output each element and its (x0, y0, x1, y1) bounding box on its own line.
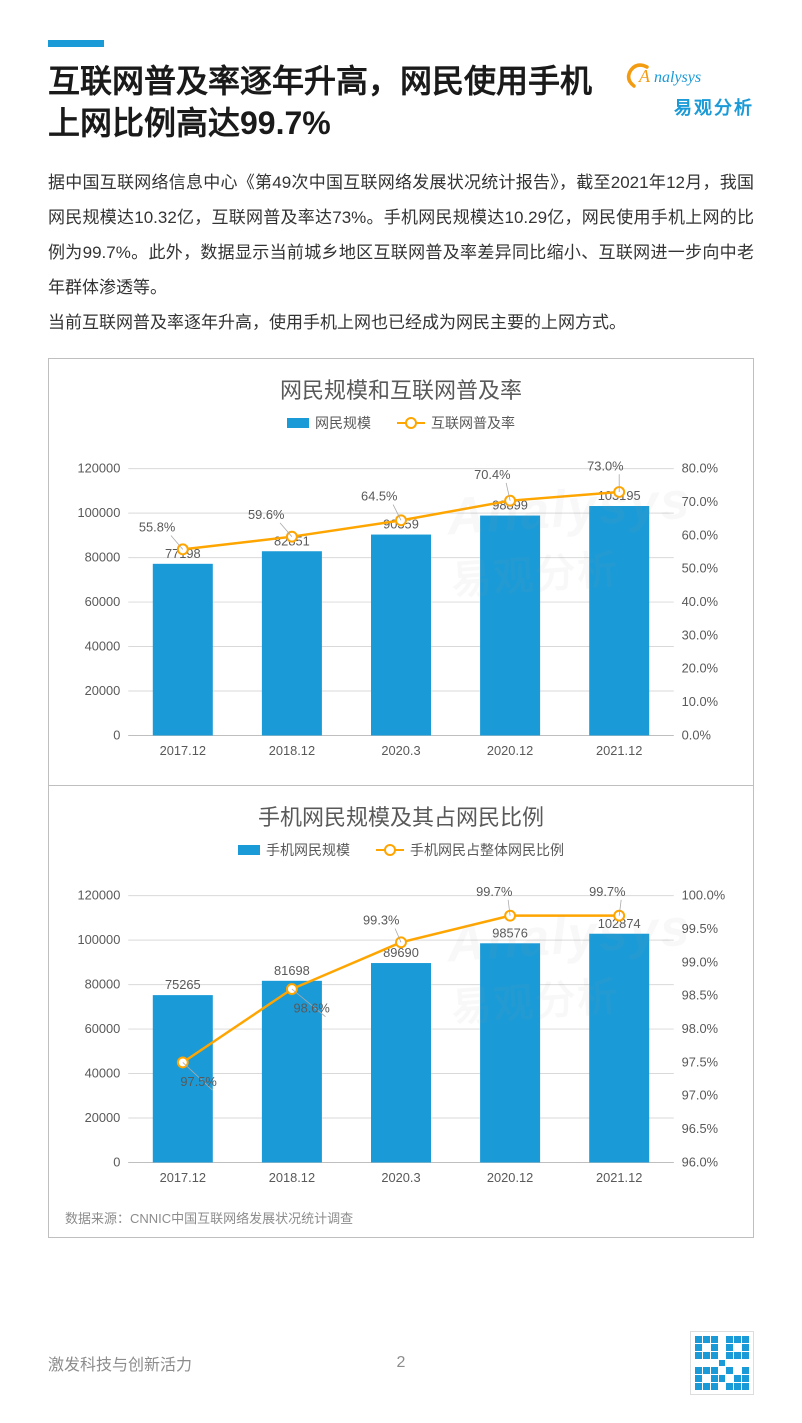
svg-text:98.0%: 98.0% (682, 1021, 718, 1036)
svg-text:120000: 120000 (78, 461, 121, 476)
svg-text:0.0%: 0.0% (682, 728, 711, 743)
bar-swatch-icon (287, 418, 309, 428)
analysys-logo-icon: A nalysys (624, 61, 754, 91)
svg-text:99.5%: 99.5% (682, 921, 718, 936)
svg-text:98.5%: 98.5% (682, 988, 718, 1003)
body-text: 据中国互联网络信息中心《第49次中国互联网络发展状况统计报告》，截至2021年1… (48, 166, 754, 340)
chart-1-legend-bar-label: 网民规模 (315, 413, 371, 433)
svg-text:40.0%: 40.0% (682, 594, 718, 609)
svg-text:98576: 98576 (492, 926, 528, 941)
svg-text:2020.3: 2020.3 (381, 1171, 420, 1186)
svg-text:60000: 60000 (85, 1021, 121, 1036)
svg-text:30.0%: 30.0% (682, 628, 718, 643)
line-swatch-icon (376, 844, 404, 856)
chart-1-legend: 网民规模 互联网普及率 (65, 413, 737, 433)
footer-page-number: 2 (283, 1354, 518, 1372)
svg-text:20000: 20000 (85, 1110, 121, 1125)
svg-text:99.7%: 99.7% (476, 884, 512, 899)
svg-text:70.4%: 70.4% (474, 467, 510, 482)
svg-text:nalysys: nalysys (654, 69, 701, 86)
svg-text:50.0%: 50.0% (682, 561, 718, 576)
svg-text:99.0%: 99.0% (682, 955, 718, 970)
svg-text:2018.12: 2018.12 (269, 1171, 315, 1186)
svg-text:2020.12: 2020.12 (487, 1171, 533, 1186)
svg-text:2020.12: 2020.12 (487, 744, 533, 759)
svg-text:10.0%: 10.0% (682, 694, 718, 709)
svg-text:2017.12: 2017.12 (160, 1171, 206, 1186)
svg-text:64.5%: 64.5% (361, 489, 397, 504)
chart-2-legend: 手机网民规模 手机网民占整体网民比例 (65, 840, 737, 860)
svg-text:2021.12: 2021.12 (596, 744, 642, 759)
svg-text:40000: 40000 (85, 639, 121, 654)
data-source-label: 数据来源：CNNIC中国互联网络发展状况统计调查 (65, 1208, 737, 1227)
chart-1-legend-line: 互联网普及率 (397, 413, 515, 433)
chart-2-legend-bar: 手机网民规模 (238, 840, 350, 860)
body-paragraph-2: 当前互联网普及率逐年升高，使用手机上网也已经成为网民主要的上网方式。 (48, 313, 626, 332)
svg-text:97.0%: 97.0% (682, 1088, 718, 1103)
svg-text:20.0%: 20.0% (682, 661, 718, 676)
analysys-logo: A nalysys 易观分析 (624, 61, 754, 120)
svg-text:80.0%: 80.0% (682, 461, 718, 476)
svg-text:60.0%: 60.0% (682, 528, 718, 543)
chart-2-svg: 0 20000 40000 60000 80000 100000 120000 96.0% 96… (65, 866, 737, 1202)
svg-text:97.5%: 97.5% (180, 1075, 216, 1090)
svg-text:2021.12: 2021.12 (596, 1171, 642, 1186)
chart-1-legend-bar: 网民规模 (287, 413, 371, 433)
svg-text:80000: 80000 (85, 977, 121, 992)
page-title: 互联网普及率逐年升高，网民使用手机上网比例高达99.7% (48, 61, 612, 144)
bar-swatch-icon (238, 845, 260, 855)
svg-text:59.6%: 59.6% (248, 507, 284, 522)
chart-2-legend-line: 手机网民占整体网民比例 (376, 840, 564, 860)
svg-text:80000: 80000 (85, 550, 121, 565)
svg-text:70.0%: 70.0% (682, 494, 718, 509)
chart-2-legend-bar-label: 手机网民规模 (266, 840, 350, 860)
line-swatch-icon (397, 417, 425, 429)
svg-text:75265: 75265 (165, 978, 201, 993)
svg-text:60000: 60000 (85, 594, 121, 609)
chart-1-legend-line-label: 互联网普及率 (431, 413, 515, 433)
chart-1-container: Analysys易观分析 网民规模和互联网普及率 网民规模 互联网普及率 020… (48, 358, 754, 786)
svg-text:73.0%: 73.0% (587, 459, 623, 474)
svg-text:40000: 40000 (85, 1066, 121, 1081)
svg-text:A: A (638, 66, 651, 86)
svg-text:81698: 81698 (274, 963, 310, 978)
svg-text:2017.12: 2017.12 (160, 744, 206, 759)
accent-bar (48, 40, 104, 47)
svg-text:0: 0 (113, 728, 120, 743)
svg-text:96.5%: 96.5% (682, 1121, 718, 1136)
logo-subtitle: 易观分析 (624, 94, 754, 120)
chart-1-svg: 0 20000 40000 60000 80000 100000 120000 0.0% 10.… (65, 439, 737, 775)
svg-text:99.3%: 99.3% (363, 913, 399, 928)
svg-text:120000: 120000 (78, 888, 121, 903)
body-paragraph-1: 据中国互联网络信息中心《第49次中国互联网络发展状况统计报告》，截至2021年1… (48, 173, 754, 297)
svg-text:0: 0 (113, 1155, 120, 1170)
chart-2-title: 手机网民规模及其占网民比例 (65, 800, 737, 832)
chart-2-container: Analysys易观分析 手机网民规模及其占网民比例 手机网民规模 手机网民占整… (48, 786, 754, 1238)
svg-text:55.8%: 55.8% (139, 520, 175, 535)
svg-text:100.0%: 100.0% (682, 888, 726, 903)
svg-text:2020.3: 2020.3 (381, 744, 420, 759)
svg-text:100000: 100000 (78, 932, 121, 947)
svg-text:100000: 100000 (78, 505, 121, 520)
svg-text:97.5%: 97.5% (682, 1055, 718, 1070)
qr-code-icon (690, 1331, 754, 1395)
svg-text:99.7%: 99.7% (589, 884, 625, 899)
svg-text:20000: 20000 (85, 683, 121, 698)
svg-text:96.0%: 96.0% (682, 1155, 718, 1170)
svg-text:98.6%: 98.6% (293, 1001, 329, 1016)
svg-text:2018.12: 2018.12 (269, 744, 315, 759)
chart-2-legend-line-label: 手机网民占整体网民比例 (410, 840, 564, 860)
footer-slogan: 激发科技与创新活力 (48, 1351, 283, 1375)
page-footer: 激发科技与创新活力 2 (0, 1331, 802, 1395)
chart-1-title: 网民规模和互联网普及率 (65, 373, 737, 405)
